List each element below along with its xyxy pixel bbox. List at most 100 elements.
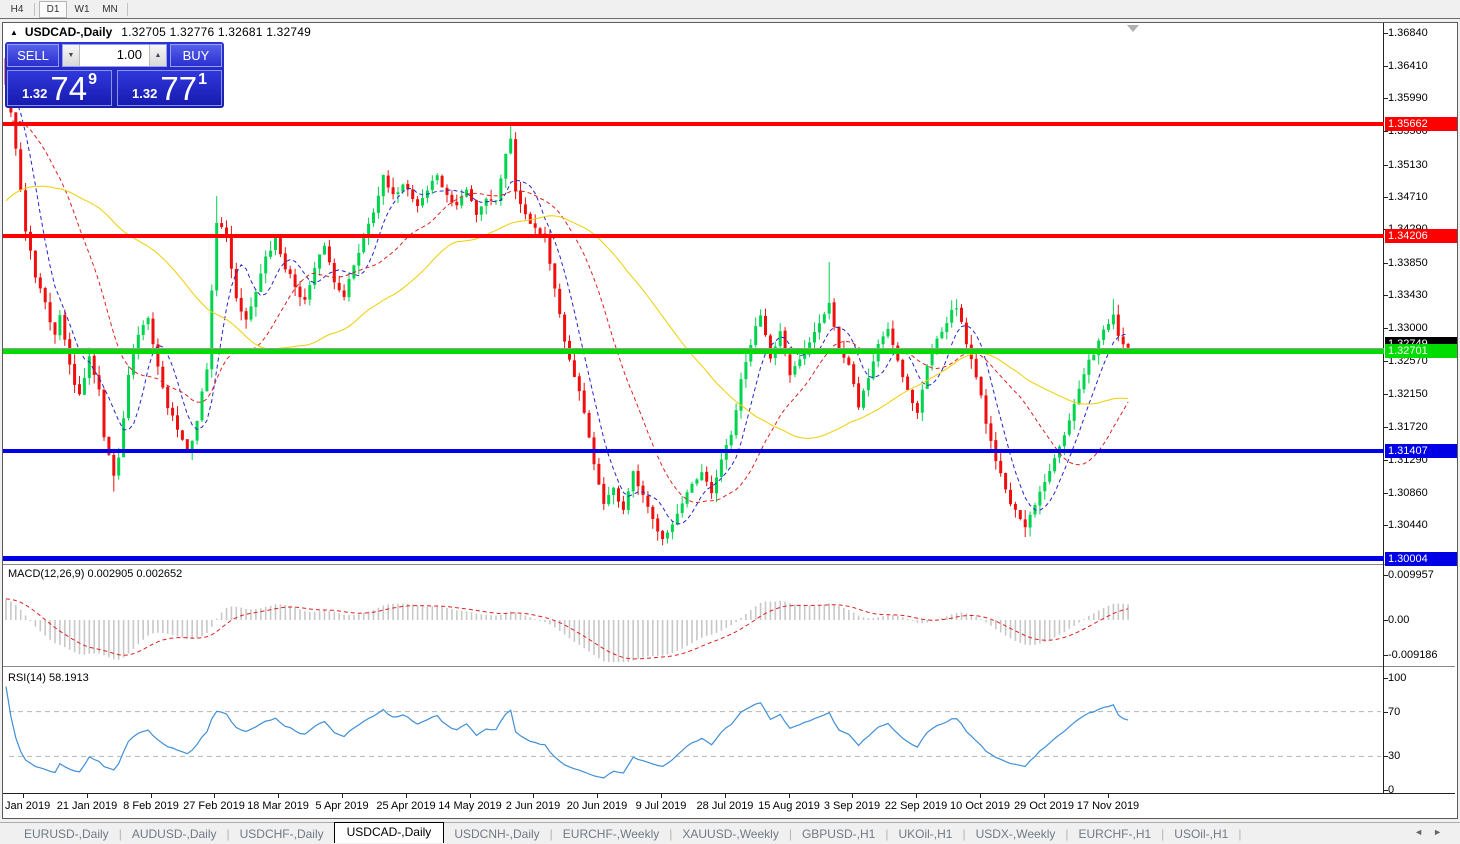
buy-price-pip: 1 [198, 71, 207, 88]
date-tick-mark [789, 794, 790, 798]
date-axis[interactable]: 2 Jan 2019 21 Jan 2019 8 Feb 2019 27 Feb 20… [3, 793, 1455, 818]
date-tick-mark [470, 794, 471, 798]
rsi-tick-mark [1383, 712, 1388, 713]
date-tick-mark [1044, 794, 1045, 798]
price-tick-label[interactable]: 1.33850 [1388, 257, 1428, 269]
date-tick-mark [87, 794, 88, 798]
chart-tab-usoil-h1[interactable]: USOil-,H1 [1174, 826, 1229, 841]
date-tick-mark [980, 794, 981, 798]
date-label: 20 Jun 2019 [566, 800, 628, 812]
tab-separator: | [1065, 826, 1069, 841]
chart-symbol-title: USDCAD-,Daily [24, 25, 113, 39]
macd-tick-label[interactable]: -0.009186 [1388, 649, 1438, 661]
price-tick-label[interactable]: 1.32570 [1388, 355, 1428, 367]
price-tick-label[interactable]: 1.33000 [1388, 322, 1428, 334]
timeframe-button-w1[interactable]: W1 [74, 3, 90, 15]
price-axis-line [1383, 23, 1384, 817]
price-tick-mark [1383, 197, 1388, 198]
level-line-1.31407[interactable] [3, 449, 1384, 453]
price-tick-label[interactable]: 1.30440 [1388, 519, 1428, 531]
chart-tab-audusd-daily[interactable]: AUDUSD-,Daily [131, 826, 217, 841]
macd-tick-label[interactable]: 0.00 [1388, 614, 1410, 626]
price-tick-mark [1383, 328, 1388, 329]
date-tick-mark [23, 794, 24, 798]
price-tick-label[interactable]: 1.36410 [1388, 60, 1428, 72]
chart-ohlc-quotes: 1.32705 1.32776 1.32681 1.32749 [121, 25, 311, 39]
chart-tab-ukoil-h1[interactable]: UKOil-,H1 [898, 826, 953, 841]
toolbar-separator [34, 2, 35, 16]
tab-scroll-right-icon[interactable]: ► [1433, 827, 1452, 837]
price-tick-label[interactable]: 1.32150 [1388, 388, 1428, 400]
price-tick-mark [1383, 263, 1388, 264]
chart-tab-usdcad-daily[interactable]: USDCAD-,Daily [333, 822, 445, 843]
volume-input[interactable]: 1.00 [80, 45, 149, 66]
sell-button[interactable]: SELL [7, 44, 59, 67]
price-chart-canvas[interactable] [3, 23, 1383, 563]
buy-price-quote[interactable]: 1.32 77 1 [117, 70, 222, 106]
date-label: 2 Jun 2019 [505, 800, 561, 812]
date-label: 29 Oct 2019 [1014, 800, 1074, 812]
price-tick-mark [1383, 427, 1388, 428]
panel-divider-rsi[interactable] [3, 666, 1455, 667]
chart-tab-usdchf-daily[interactable]: USDCHF-,Daily [239, 826, 324, 841]
panel-divider-macd[interactable] [3, 564, 1455, 565]
level-line-1.35662[interactable] [3, 122, 1384, 126]
rsi-tick-mark [1383, 678, 1388, 679]
date-label: 15 Aug 2019 [758, 800, 820, 812]
chart-tab-eurusd-daily[interactable]: EURUSD-,Daily [24, 826, 109, 841]
price-tick-mark [1383, 295, 1388, 296]
chart-tab-usdx-weekly[interactable]: USDX-,Weekly [975, 826, 1056, 841]
one-click-trade-panel: SELL ▼ 1.00 ▲ BUY 1.32 74 9 1.32 77 1 [5, 42, 224, 108]
price-tick-label[interactable]: 1.31720 [1388, 421, 1428, 433]
chart-tab-eurchf-h1[interactable]: EURCHF-,H1 [1078, 826, 1152, 841]
price-tick-label[interactable]: 1.33430 [1388, 289, 1428, 301]
date-label: 5 Apr 2019 [315, 800, 369, 812]
date-label: 18 Mar 2019 [247, 800, 309, 812]
rsi-indicator-canvas[interactable] [3, 667, 1383, 793]
price-tick-label[interactable]: 1.34710 [1388, 191, 1428, 203]
volume-increase-icon[interactable]: ▲ [149, 45, 166, 66]
buy-button[interactable]: BUY [170, 44, 222, 67]
level-line-1.34206[interactable] [3, 234, 1384, 238]
rsi-tick-label[interactable]: 0 [1388, 784, 1395, 796]
tab-scroll-left-icon[interactable]: ◄ [1414, 827, 1434, 837]
date-label: 2 Jan 2019 [3, 800, 51, 812]
level-line-1.32701[interactable] [3, 349, 1384, 354]
timeframe-button-h4[interactable]: H4 [10, 3, 24, 15]
price-tick-mark [1383, 460, 1388, 461]
sell-price-pip: 9 [88, 71, 97, 88]
date-tick-mark [661, 794, 662, 798]
chart-tab-eurchf-weekly[interactable]: EURCHF-,Weekly [562, 826, 660, 841]
sell-price-big: 74 [50, 69, 88, 107]
rsi-tick-mark [1383, 756, 1388, 757]
price-tick-mark [1383, 66, 1388, 67]
sell-price-quote[interactable]: 1.32 74 9 [7, 70, 112, 106]
price-tick-label[interactable]: 1.35990 [1388, 92, 1428, 104]
timeframe-button-mn[interactable]: MN [102, 3, 118, 15]
price-tick-label[interactable]: 1.35130 [1388, 159, 1428, 171]
rsi-tick-label[interactable]: 30 [1388, 750, 1401, 762]
tab-scroll-arrows[interactable]: ◄► [1414, 827, 1452, 837]
chart-shift-marker-icon[interactable] [1127, 25, 1139, 32]
chart-window[interactable]: ▲ USDCAD-,Daily 1.32705 1.32776 1.32681 … [2, 22, 1458, 819]
level-line-1.30004[interactable] [3, 556, 1384, 561]
collapse-arrow-icon[interactable]: ▲ [10, 27, 18, 37]
price-tick-label[interactable]: 1.30860 [1388, 487, 1428, 499]
timeframe-button-d1[interactable]: D1 [39, 0, 67, 18]
level-price-label: 1.32701 [1385, 344, 1457, 358]
rsi-tick-label[interactable]: 100 [1388, 672, 1407, 684]
chart-tab-xauusd-weekly[interactable]: XAUUSD-,Weekly [682, 826, 779, 841]
macd-indicator-canvas[interactable] [3, 565, 1383, 665]
chart-tab-usdcnh-daily[interactable]: USDCNH-,Daily [454, 826, 540, 841]
date-label: 10 Oct 2019 [950, 800, 1010, 812]
rsi-tick-label[interactable]: 70 [1388, 706, 1401, 718]
price-tick-mark [1383, 131, 1388, 132]
buy-price-big: 77 [160, 69, 198, 107]
macd-tick-label[interactable]: 0.009957 [1388, 569, 1434, 581]
price-tick-label[interactable]: 1.36840 [1388, 27, 1428, 39]
volume-spinner: ▼ 1.00 ▲ [62, 44, 167, 67]
macd-tick-mark [1383, 655, 1388, 656]
chart-tab-gbpusd-h1[interactable]: GBPUSD-,H1 [801, 826, 876, 841]
date-tick-mark [597, 794, 598, 798]
volume-decrease-icon[interactable]: ▼ [63, 45, 80, 66]
